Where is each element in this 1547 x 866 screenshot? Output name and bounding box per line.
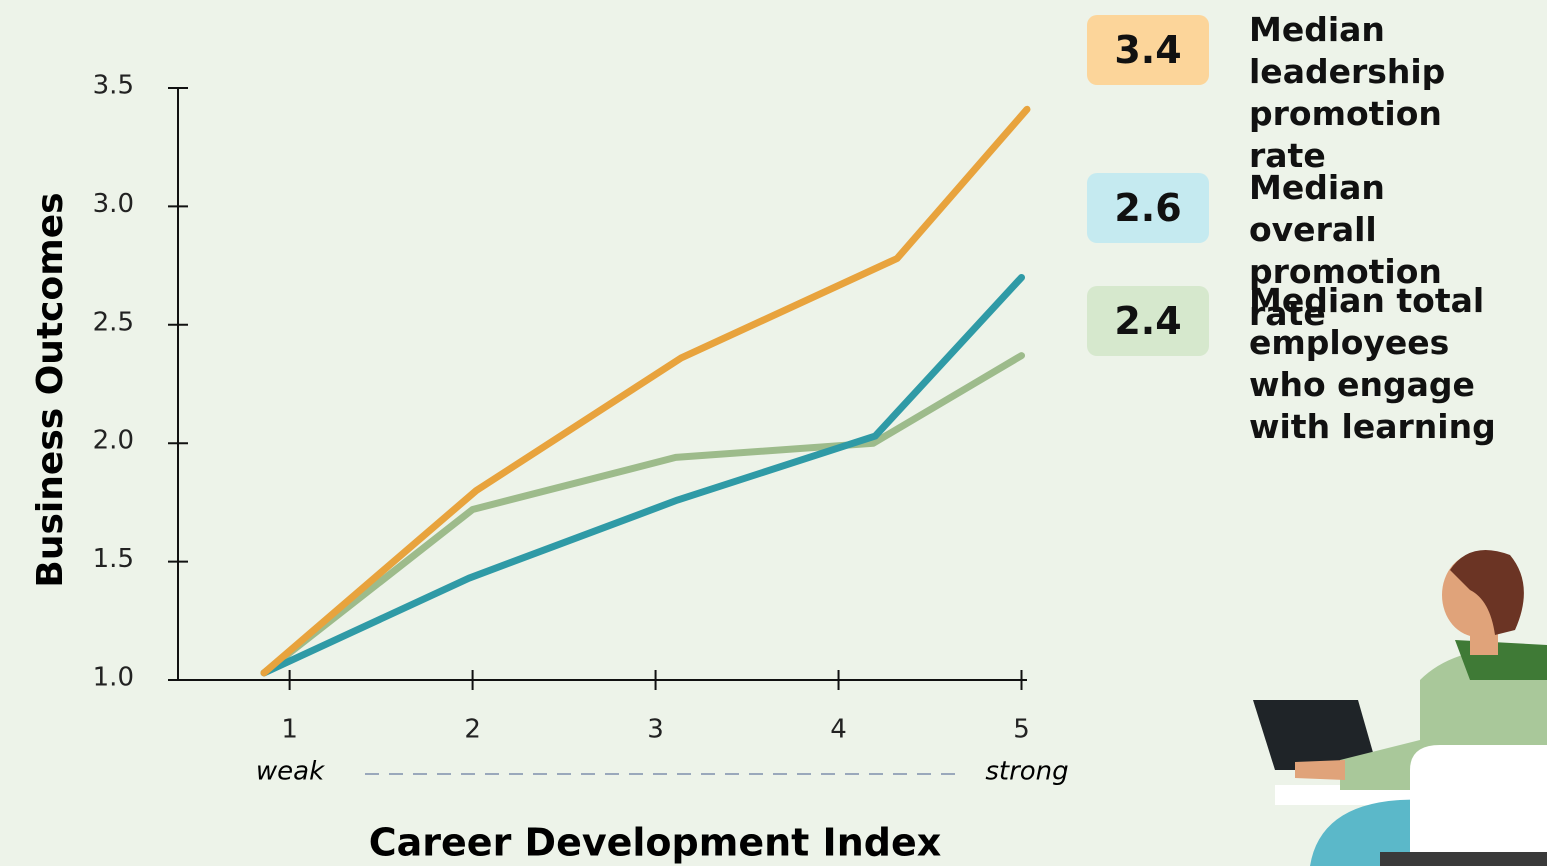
page: Business Outcomes Career Development Ind… <box>0 0 1547 866</box>
x-high-label: strong <box>985 757 1068 787</box>
y-tick-label: 2.0 <box>93 426 134 456</box>
x-tick-label: 1 <box>281 715 298 745</box>
y-tick-label: 3.0 <box>93 189 134 219</box>
legend-value: 2.6 <box>1087 173 1209 243</box>
series-line <box>264 277 1022 672</box>
y-tick-label: 1.0 <box>93 663 134 693</box>
x-axis-title: Career Development Index <box>369 821 941 865</box>
x-tick-label: 4 <box>830 715 847 745</box>
legend-label: Median leadership promotion rate <box>1249 9 1519 177</box>
legend-label: Median total employees who engage with l… <box>1249 280 1519 448</box>
x-tick-label: 3 <box>647 715 664 745</box>
x-low-label: weak <box>256 757 325 787</box>
x-tick-label: 5 <box>1013 715 1030 745</box>
y-tick-label: 3.5 <box>93 71 134 101</box>
y-tick-label: 2.5 <box>93 307 134 337</box>
legend-value: 2.4 <box>1087 286 1209 356</box>
legend-value: 3.4 <box>1087 15 1209 85</box>
y-tick-label: 1.5 <box>93 544 134 574</box>
illustration <box>1253 550 1547 866</box>
y-axis-title: Business Outcomes <box>30 192 71 587</box>
x-tick-label: 2 <box>464 715 481 745</box>
